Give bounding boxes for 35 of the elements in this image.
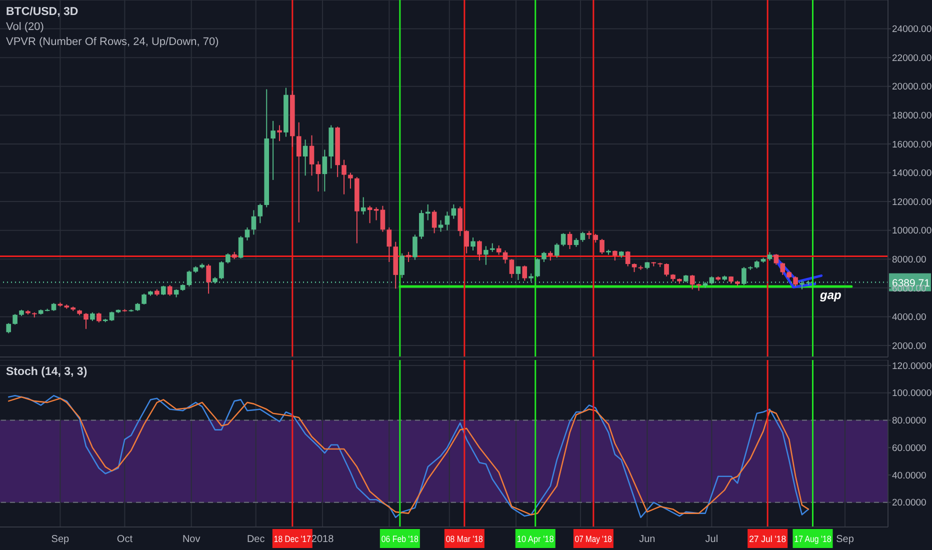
- y-tick-label: 40.0000: [892, 470, 926, 482]
- ref-line-label: 07 May '18: [574, 534, 619, 544]
- x-tick-label: Nov: [182, 534, 200, 546]
- ref-line-label: 10 Apr '18: [516, 534, 558, 544]
- ref-line-label: 17 Aug '18: [794, 534, 837, 544]
- annotation: VPVR (Number Of Rows, 24, Up/Down, 70): [6, 35, 219, 50]
- annotation: Vol (20): [6, 20, 45, 35]
- ref-line-label: 06 Feb '18: [381, 534, 424, 544]
- y-tick-label: 4000.00: [892, 312, 926, 324]
- x-tick-label: Jun: [639, 534, 656, 546]
- y-tick-label: 10000.00: [892, 226, 932, 237]
- annotation: gap: [820, 288, 842, 302]
- text: BTC/USD, 3D: [6, 5, 80, 20]
- y-tick-label: 20000.00: [892, 82, 932, 93]
- y-tick-label: 18000.00: [892, 110, 932, 122]
- x-tick-label: Dec: [246, 534, 265, 546]
- ref-line-label: 08 Mar '18: [446, 534, 488, 544]
- y-tick-label: 2000.00: [892, 340, 926, 352]
- y-tick-label: 60.0000: [892, 442, 926, 454]
- y-tick-label: 120.0000: [892, 360, 932, 372]
- x-tick-label: Sep: [51, 534, 70, 546]
- x-tick-label: Sep: [836, 534, 854, 546]
- y-tick-label: 20.0000: [892, 498, 926, 509]
- y-tick-label: 80.0000: [892, 416, 926, 427]
- y-tick-label: 14000.00: [892, 168, 932, 180]
- y-tick-label: 8000.00: [892, 254, 926, 266]
- y-tick-label: 16000.00: [892, 139, 932, 150]
- ref-line-label: 27 Jul '18: [749, 534, 788, 544]
- y-tick-label: 100.0000: [892, 388, 932, 400]
- text: Stoch (14, 3, 3): [6, 365, 88, 380]
- y-tick-label: 24000.00: [892, 24, 932, 36]
- y-tick-label: 12000.00: [892, 196, 932, 208]
- y-tick-label: 22000.00: [892, 52, 932, 64]
- x-tick-label: Jul: [705, 534, 718, 546]
- x-tick-label: Oct: [116, 534, 133, 546]
